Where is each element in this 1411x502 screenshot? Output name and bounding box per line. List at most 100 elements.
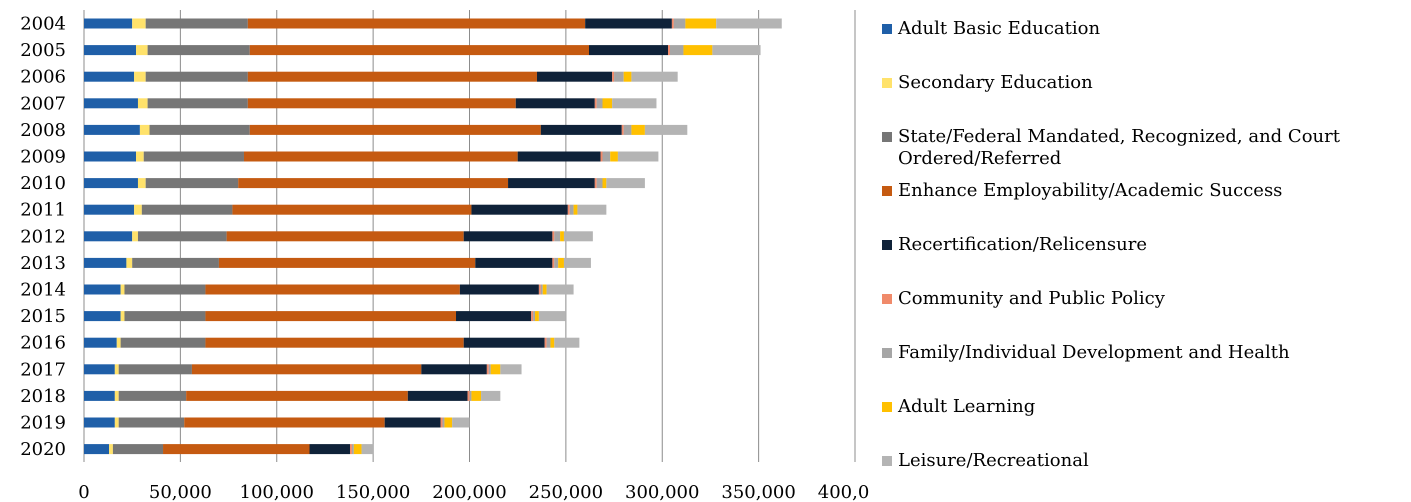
bar-segment: [589, 45, 669, 56]
bar-segment: [361, 444, 374, 455]
bar-segment: [631, 71, 678, 82]
bar-segment: [145, 18, 248, 29]
bar-segment: [84, 124, 140, 135]
legend-label: Enhance Employability/Academic Success: [898, 180, 1283, 201]
bar-segment: [351, 444, 354, 455]
bar-segment: [481, 390, 501, 401]
bar-segment: [84, 204, 135, 215]
bar-segment: [563, 231, 593, 242]
bar-segment: [247, 71, 537, 82]
legend-swatch: [882, 240, 892, 250]
y-tick-label: 2020: [20, 439, 66, 460]
bar-segment: [84, 417, 115, 428]
legend-label: Family/Individual Development and Health: [898, 342, 1290, 363]
legend-label: Adult Learning: [898, 396, 1036, 417]
bar-segment: [644, 124, 688, 135]
bar-segment: [500, 364, 522, 375]
bar-segment: [577, 204, 607, 215]
bar-segment: [218, 257, 476, 268]
y-tick-label: 2019: [20, 413, 66, 434]
bar-segment: [533, 311, 536, 322]
bar-segment: [535, 311, 539, 322]
bar-segment: [205, 311, 457, 322]
bar-segment: [205, 337, 464, 348]
bar-segment: [558, 257, 564, 268]
legend-item: Secondary Education: [882, 72, 1093, 94]
legend-item: Adult Basic Education: [882, 18, 1100, 40]
bar-segment: [132, 18, 146, 29]
legend-item: Enhance Employability/Academic Success: [882, 180, 1282, 202]
bar-segment: [84, 364, 115, 375]
bar-segment: [120, 284, 125, 295]
bar-segment: [84, 284, 121, 295]
bar-segment: [143, 151, 244, 162]
legend-swatch: [882, 402, 892, 412]
bar-segment: [120, 311, 125, 322]
x-axis-labels: 0 50,000 100,000 150,000 200,000 250,000 300,0…: [78, 482, 870, 502]
bar-segment: [238, 178, 509, 189]
bar-segment: [552, 257, 555, 268]
bar-segment: [542, 284, 547, 295]
bar-segment: [602, 98, 613, 109]
x-tick-label: 400,000: [818, 482, 870, 502]
bar-segment: [440, 417, 443, 428]
bar-segment: [469, 390, 472, 401]
bar-segment: [84, 45, 137, 56]
bar-segment: [243, 151, 518, 162]
bar-segment: [139, 124, 150, 135]
bar-segment: [84, 231, 133, 242]
bar-segment: [585, 18, 672, 29]
bar-segment: [683, 45, 713, 56]
bar-segment: [118, 417, 185, 428]
bar-segment: [205, 284, 460, 295]
y-tick-label: 2006: [20, 67, 66, 88]
bar-segment: [515, 98, 595, 109]
bar-segment: [614, 71, 624, 82]
bar-segment: [544, 337, 547, 348]
legend-swatch: [882, 456, 892, 466]
bar-segment: [109, 444, 113, 455]
bar-segment: [554, 337, 580, 348]
bar-segment: [471, 204, 568, 215]
bar-segment: [631, 124, 645, 135]
legend-label: Adult Basic Education: [898, 18, 1101, 39]
bar-segment: [671, 18, 674, 29]
bar-segment: [569, 204, 574, 215]
bar-segment: [467, 390, 470, 401]
bar-segment: [191, 364, 422, 375]
bar-segment: [147, 98, 248, 109]
bar-segment: [421, 364, 487, 375]
bar-segment: [84, 390, 115, 401]
bar-segment: [84, 98, 138, 109]
legend-label: Leisure/Recreational: [898, 450, 1089, 471]
bar-segment: [573, 204, 578, 215]
y-tick-label: 2018: [20, 386, 66, 407]
bar-segment: [84, 444, 110, 455]
bar-segment: [621, 124, 624, 135]
bar-segment: [84, 18, 133, 29]
bar-segment: [145, 71, 248, 82]
bar-segment: [716, 18, 782, 29]
bar-segment: [463, 337, 545, 348]
bar-segment: [132, 231, 138, 242]
legend-swatch: [882, 24, 892, 34]
bar-segment: [606, 178, 645, 189]
bar-segment: [120, 337, 206, 348]
bar-segment: [84, 71, 135, 82]
bar-segment: [567, 204, 570, 215]
bar-segment: [137, 178, 146, 189]
bar-segment: [114, 390, 119, 401]
bar-segment: [132, 257, 219, 268]
bar-segment: [602, 178, 607, 189]
bar-segment: [186, 390, 408, 401]
bar-segment: [546, 284, 574, 295]
x-tick-label: 300,000: [625, 482, 699, 502]
y-tick-label: 2017: [20, 359, 66, 380]
bar-segment: [463, 231, 553, 242]
legend-item: Recertification/Relicensure: [882, 234, 1147, 256]
bars: [84, 18, 782, 455]
bar-segment: [596, 98, 603, 109]
bar-segment: [602, 151, 611, 162]
bar-segment: [540, 124, 622, 135]
bar-segment: [612, 98, 657, 109]
